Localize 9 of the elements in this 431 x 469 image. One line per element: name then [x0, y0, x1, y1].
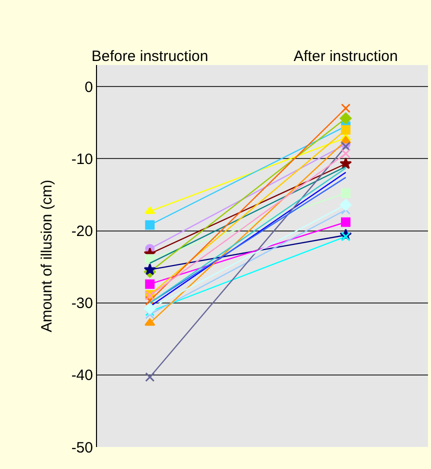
y-tick-label: -30: [71, 295, 93, 312]
x-tick-label: After instruction: [294, 48, 398, 65]
y-tick-label: -20: [71, 223, 93, 240]
x-tick-label: Before instruction: [92, 48, 208, 65]
y-tick-label: -50: [71, 439, 93, 456]
y-axis-title: Amount of illusion (cm): [38, 180, 56, 332]
y-tick-label: -10: [71, 150, 93, 168]
y-tick-label: 0: [84, 78, 93, 96]
y-tick-label: -40: [71, 367, 93, 384]
